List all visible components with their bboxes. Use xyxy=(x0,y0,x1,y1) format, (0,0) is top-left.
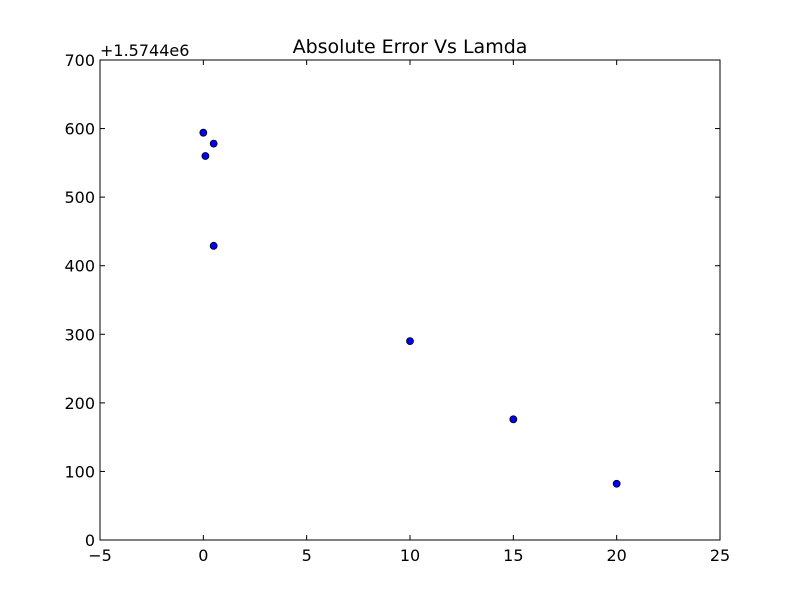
y-tick-label: 700 xyxy=(64,51,95,70)
x-tick-label: 5 xyxy=(302,546,312,565)
scatter-point xyxy=(209,139,218,148)
y-tick-label: 100 xyxy=(64,462,95,481)
x-axis: −5 0 5 10 15 20 25 xyxy=(88,60,730,565)
y-offset-label: +1.5744e6 xyxy=(100,41,189,60)
data-points xyxy=(199,128,621,488)
x-tick-label: −5 xyxy=(88,546,112,565)
x-tick-label: 20 xyxy=(606,546,626,565)
x-tick-label: 25 xyxy=(710,546,730,565)
scatter-point xyxy=(209,241,218,250)
scatter-point xyxy=(199,128,208,137)
y-tick-label: 400 xyxy=(64,257,95,276)
scatter-point xyxy=(509,415,518,424)
x-tick-label: 10 xyxy=(400,546,420,565)
y-tick-label: 0 xyxy=(85,531,95,550)
y-tick-label: 500 xyxy=(64,188,95,207)
y-axis: 0 100 200 300 400 500 600 700 xyxy=(64,51,720,550)
chart-title: Absolute Error Vs Lamda xyxy=(293,36,528,58)
y-tick-label: 200 xyxy=(64,394,95,413)
plot-frame xyxy=(99,59,721,541)
y-tick-label: 300 xyxy=(64,325,95,344)
scatter-point xyxy=(201,152,210,160)
scatter-point xyxy=(406,337,414,346)
x-tick-label: 15 xyxy=(503,546,523,565)
scatter-point xyxy=(612,479,621,488)
y-tick-label: 600 xyxy=(64,120,95,139)
x-tick-label: 0 xyxy=(198,546,208,565)
